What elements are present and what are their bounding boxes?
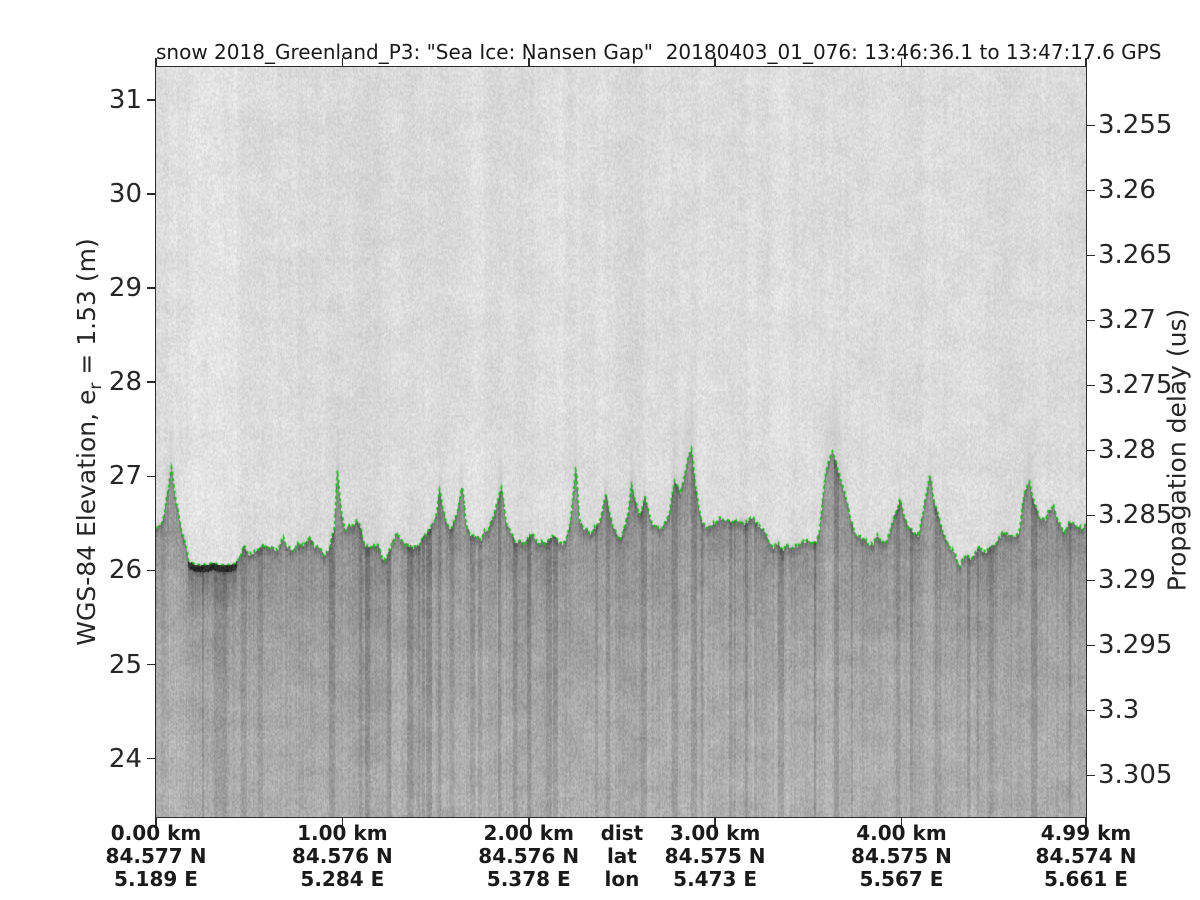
elevation-tick-label: 31	[108, 84, 142, 115]
delay-tick-label: 3.3	[1098, 695, 1140, 726]
delay-tick	[1087, 579, 1095, 582]
delay-tick-label: 3.275	[1098, 370, 1173, 401]
distance-tick-bottom	[527, 818, 530, 826]
distance-label-column: 1.00 km 84.576 N 5.284 E	[291, 821, 393, 891]
distance-label-column: 2.00 km 84.576 N 5.378 E	[478, 821, 580, 891]
elevation-tick-label: 30	[108, 179, 142, 210]
delay-tick	[1087, 514, 1095, 517]
echogram-canvas	[156, 67, 1086, 817]
delay-tick-label: 3.285	[1098, 500, 1173, 531]
distance-label-column: 4.00 km 84.575 N 5.567 E	[851, 821, 952, 891]
delay-tick-label: 3.305	[1098, 760, 1173, 791]
elevation-tick	[147, 381, 155, 384]
distance-tick-top	[1085, 58, 1087, 66]
elevation-tick-label: 24	[108, 743, 142, 774]
delay-tick	[1087, 384, 1095, 387]
distance-tick-bottom	[714, 818, 716, 826]
delay-tick-label: 3.28	[1098, 435, 1156, 466]
distance-tick-top	[155, 58, 157, 66]
elevation-tick	[147, 99, 155, 101]
delay-tick	[1087, 124, 1095, 127]
elevation-tick-label: 29	[108, 273, 142, 304]
distance-label-column: 4.99 km 84.574 N 5.661 E	[1035, 821, 1137, 891]
delay-tick-label: 3.255	[1098, 110, 1173, 141]
distance-tick-top	[341, 58, 344, 66]
left-axis-label-text: WGS-84 Elevation, e	[72, 389, 101, 646]
distance-label-column: 3.00 km 84.575 N 5.473 E	[664, 821, 766, 891]
elevation-tick	[147, 757, 155, 760]
distance-tick-top	[900, 58, 903, 66]
delay-tick-label: 3.265	[1098, 240, 1173, 271]
delay-tick	[1087, 449, 1095, 452]
delay-tick	[1087, 774, 1095, 777]
elevation-tick-label: 26	[108, 555, 142, 586]
delay-tick-label: 3.29	[1098, 565, 1156, 596]
delay-tick	[1087, 709, 1095, 712]
elevation-tick-label: 28	[108, 367, 142, 398]
right-axis-label: Propagation delay (us)	[1162, 308, 1192, 592]
plot-area	[155, 66, 1087, 818]
distance-label-column: 0.00 km 84.577 N 5.189 E	[105, 821, 207, 891]
delay-tick-label: 3.26	[1098, 175, 1156, 206]
delay-tick-label: 3.295	[1098, 630, 1173, 661]
distance-tick-bottom	[900, 818, 903, 826]
elevation-tick	[147, 193, 155, 195]
figure-title: snow 2018_Greenland_P3: "Sea Ice: Nansen…	[156, 40, 1162, 64]
elevation-tick	[147, 475, 155, 478]
delay-tick-label: 3.27	[1098, 305, 1156, 336]
left-axis-label-units: = 1.53 (m)	[72, 238, 101, 383]
delay-tick	[1087, 644, 1095, 647]
distance-tick-bottom	[1085, 818, 1087, 826]
distance-tick-top	[714, 58, 716, 66]
distance-tick-bottom	[341, 818, 344, 826]
elevation-tick	[147, 663, 155, 666]
delay-tick	[1087, 319, 1095, 322]
distance-tick-top	[527, 58, 530, 66]
elevation-tick-label: 25	[108, 649, 142, 680]
elevation-tick	[147, 287, 155, 289]
delay-tick	[1087, 254, 1095, 257]
distance-tick-bottom	[155, 818, 157, 826]
axis-annotation-column: dist lat lon	[600, 821, 644, 891]
elevation-tick	[147, 569, 155, 572]
delay-tick	[1087, 189, 1095, 192]
elevation-tick-label: 27	[108, 461, 142, 492]
